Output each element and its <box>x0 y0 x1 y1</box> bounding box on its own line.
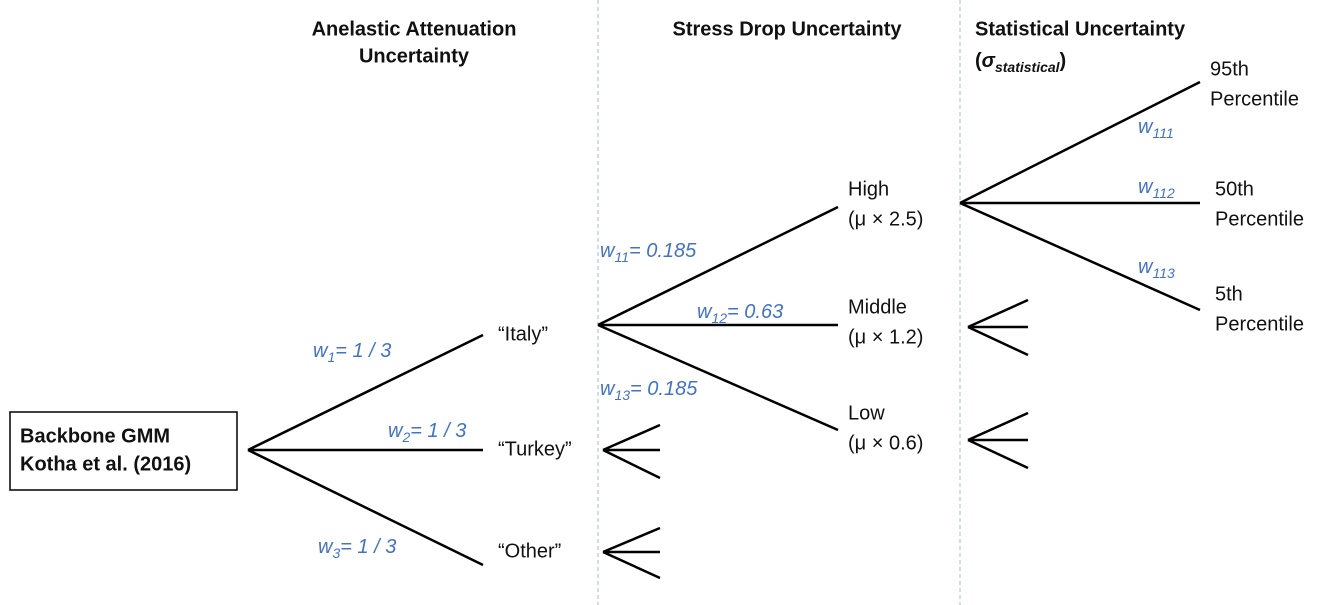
weight-symbol: w <box>600 240 616 262</box>
column-title: Stress Drop Uncertainty <box>673 18 903 40</box>
weight-subscript: 2 <box>401 429 410 445</box>
node-label: (μ × 0.6) <box>848 432 923 454</box>
weight-symbol: w <box>1138 116 1154 138</box>
weight-subscript: 12 <box>711 310 727 326</box>
node-label: Percentile <box>1215 313 1304 335</box>
branch-weight: w112 <box>1138 176 1175 200</box>
branch-weight: w3= 1 / 3 <box>318 536 396 560</box>
column-title: Uncertainty <box>359 45 470 67</box>
weight-value: = 1 / 3 <box>410 420 466 442</box>
weight-value: = 1 / 3 <box>340 536 396 558</box>
column-symbol: (σstatistical) <box>975 50 1066 74</box>
weight-symbol: w <box>1138 256 1154 278</box>
branch-weight: w11= 0.185 <box>600 240 697 264</box>
weight-symbol: w <box>388 420 404 442</box>
weight-symbol: w <box>313 340 329 362</box>
paren: ) <box>1060 50 1067 72</box>
weight-subscript: 111 <box>1152 125 1173 141</box>
branch-weight: w12= 0.63 <box>697 301 783 325</box>
column-title: Anelastic Attenuation <box>312 18 517 40</box>
branches <box>247 80 1201 580</box>
node-label: 5th <box>1215 283 1243 305</box>
node-label: High <box>848 178 889 200</box>
node-label: “Turkey” <box>498 438 572 460</box>
weight-value: = 0.63 <box>727 301 783 323</box>
branch-weight: w1= 1 / 3 <box>313 340 391 364</box>
weight-subscript: 11 <box>614 249 629 265</box>
weight-symbol: w <box>1138 176 1154 198</box>
branch-weight: w2= 1 / 3 <box>388 420 466 444</box>
node-label: Middle <box>848 296 907 318</box>
weight-value: = 0.185 <box>629 240 697 262</box>
root-label: Kotha et al. (2016) <box>20 453 191 475</box>
weight-subscript: 1 <box>327 349 335 365</box>
root-label: Backbone GMM <box>20 425 170 447</box>
node-label: Percentile <box>1210 88 1299 110</box>
node-label: (μ × 2.5) <box>848 208 923 230</box>
weight-symbol: w <box>697 301 713 323</box>
weight-subscript: 112 <box>1152 185 1175 201</box>
sigma: σ <box>982 50 996 72</box>
branch-weight: w111 <box>1138 116 1174 140</box>
root-box <box>9 411 238 491</box>
node-label: “Italy” <box>498 323 548 345</box>
node-label: 95th <box>1210 58 1249 80</box>
weight-subscript: 13 <box>614 387 630 403</box>
node-label: (μ × 1.2) <box>848 326 923 348</box>
node-label: 50th <box>1215 178 1254 200</box>
weight-value: = 1 / 3 <box>335 340 391 362</box>
column-title: Statistical Uncertainty <box>975 18 1186 40</box>
branch-weight: w13= 0.185 <box>600 378 698 402</box>
branch-weight: w113 <box>1138 256 1175 280</box>
node-label: Low <box>848 402 885 424</box>
weight-subscript: 113 <box>1152 265 1175 281</box>
paren: ( <box>975 50 982 72</box>
node-label: “Other” <box>498 540 561 562</box>
weight-symbol: w <box>600 378 616 400</box>
node-label: Percentile <box>1215 208 1304 230</box>
weight-value: = 0.185 <box>630 378 698 400</box>
weight-symbol: w <box>318 536 334 558</box>
weight-subscript: 3 <box>332 545 340 561</box>
sigma-subscript: statistical <box>995 59 1061 75</box>
